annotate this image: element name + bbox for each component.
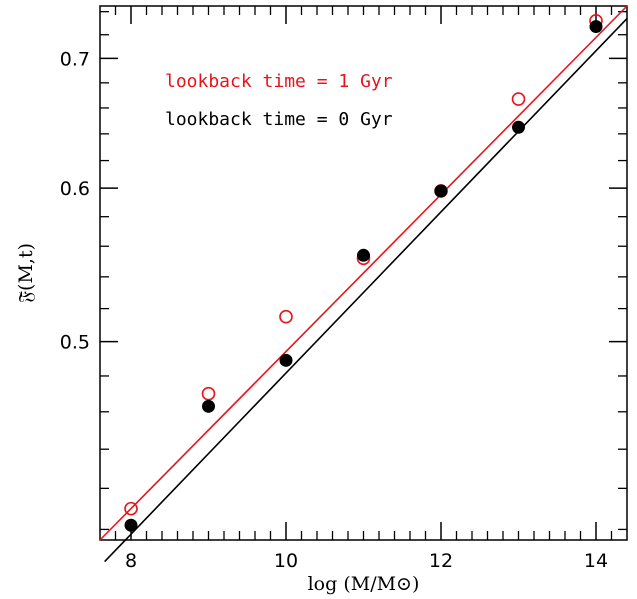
tick-labels: 8 10 12 14 0.5 0.6 0.7 — [60, 48, 608, 572]
data-point — [279, 353, 293, 367]
data-point — [511, 92, 526, 106]
x-tick-label: 14 — [584, 550, 608, 572]
x-tick-label: 10 — [274, 550, 298, 572]
axis-ticks — [100, 6, 627, 540]
y-tick-label: 0.7 — [60, 48, 90, 70]
data-points — [124, 14, 603, 532]
data-point — [201, 386, 216, 401]
y-axis-label: 𝔉̄(M,t) — [15, 243, 37, 303]
fit-line-series-0 — [99, 5, 628, 541]
x-tick-label: 12 — [429, 550, 453, 572]
x-tick-label: 8 — [125, 550, 137, 572]
data-point — [512, 120, 525, 134]
fit-lines — [99, 5, 628, 563]
data-point — [279, 309, 293, 324]
data-point — [202, 399, 215, 413]
data-point — [589, 20, 603, 34]
legend: lookback time = 1 Gyr lookback time = 0 G… — [165, 71, 393, 130]
data-point — [124, 518, 138, 532]
y-tick-label: 0.6 — [60, 178, 90, 200]
y-tick-label: 0.5 — [60, 332, 90, 354]
legend-entry: lookback time = 1 Gyr — [165, 71, 393, 92]
legend-entry: lookback time = 0 Gyr — [165, 109, 393, 130]
fit-line-series-1 — [104, 17, 628, 563]
x-axis-label: log (M/M⊙) — [308, 573, 420, 595]
data-point — [434, 184, 448, 198]
data-point — [357, 248, 370, 262]
data-point — [124, 501, 138, 516]
